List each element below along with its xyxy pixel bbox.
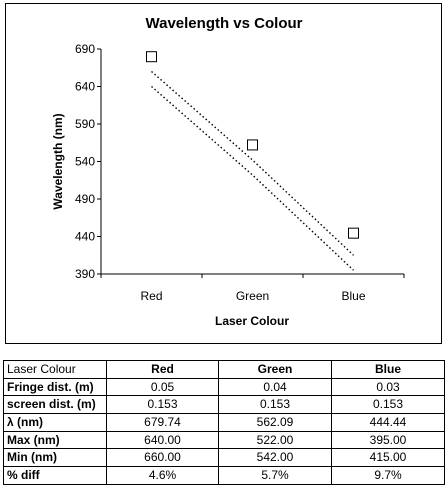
- y-tick-label: 640: [75, 80, 95, 94]
- row-label: Fringe dist. (m): [3, 377, 107, 397]
- table-row: screen dist. (m) 0.153 0.153 0.153: [3, 395, 445, 415]
- table-cell: 660.00: [106, 448, 219, 468]
- row-label: λ (nm): [3, 413, 107, 432]
- table-cell: 415.00: [331, 448, 445, 468]
- chart: Wavelength vs Colour 690 640 590 540 490 440 39…: [51, 15, 405, 328]
- y-tick-label: 590: [75, 117, 95, 131]
- table-cell: 395.00: [331, 430, 445, 450]
- row-label: screen dist. (m): [3, 395, 107, 415]
- table-row: Fringe dist. (m) 0.05 0.04 0.03: [3, 377, 445, 397]
- y-axis-title: Wavelength (nm): [51, 113, 65, 209]
- table-cell: 0.153: [331, 395, 445, 415]
- data-point-marker: [348, 227, 359, 239]
- y-tick-label: 540: [75, 155, 95, 169]
- row-label: Max (nm): [3, 430, 107, 450]
- table-cell: 0.03: [331, 377, 445, 397]
- x-tick-label: Green: [236, 289, 269, 303]
- row-label: % diff: [3, 466, 107, 485]
- table-cell: 9.7%: [331, 466, 445, 485]
- column-header: Green: [218, 360, 332, 379]
- table-row: Min (nm) 660.00 542.00 415.00: [3, 448, 445, 468]
- y-tick-label: 440: [75, 230, 95, 244]
- row-label: Min (nm): [3, 448, 107, 468]
- data-point-marker: [146, 51, 157, 63]
- data-table: Laser Colour Red Green Blue Fringe dist. (m)…: [3, 360, 445, 485]
- series-line-1: [151, 70, 354, 256]
- chart-title: Wavelength vs Colour: [146, 15, 303, 32]
- table-cell: 4.6%: [106, 466, 219, 485]
- table-header-row: Laser Colour Red Green Blue: [3, 360, 445, 379]
- table-cell: 0.05: [106, 377, 219, 397]
- x-tick-label: Red: [140, 289, 162, 303]
- chart-frame: [5, 3, 442, 344]
- table-cell: 0.153: [106, 395, 219, 415]
- column-header: Red: [106, 360, 219, 379]
- table-cell: 0.153: [218, 395, 332, 415]
- table-cell: 542.00: [218, 448, 332, 468]
- table-cell: 640.00: [106, 430, 219, 450]
- table-row: λ (nm) 679.74 562.09 444.44: [3, 413, 445, 432]
- table-cell: 679.74: [106, 413, 219, 432]
- table-row: Max (nm) 640.00 522.00 395.00: [3, 430, 445, 450]
- data-point-marker: [247, 139, 258, 151]
- y-tick-label: 390: [75, 267, 95, 281]
- x-axis-title: Laser Colour: [215, 314, 289, 328]
- x-tick-label: Blue: [341, 289, 365, 303]
- table-cell: 0.04: [218, 377, 332, 397]
- column-header: Blue: [331, 360, 445, 379]
- header-cell: Laser Colour: [3, 360, 107, 379]
- table-cell: 444.44: [331, 413, 445, 432]
- table-body: Laser Colour Red Green Blue Fringe dist. (m)…: [3, 360, 445, 485]
- table-cell: 562.09: [218, 413, 332, 432]
- y-tick-label: 690: [75, 42, 95, 56]
- table-cell: 522.00: [218, 430, 332, 450]
- series-line-2: [151, 85, 354, 271]
- y-tick-label: 490: [75, 192, 95, 206]
